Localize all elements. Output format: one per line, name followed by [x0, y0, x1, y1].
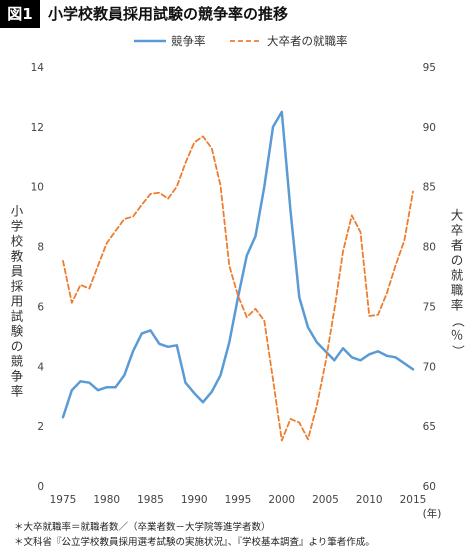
- x-axis-unit: (年): [423, 507, 442, 519]
- y-right-axis-title: 大: [451, 208, 464, 223]
- y-right-tick-label: 85: [423, 182, 436, 194]
- y-left-axis-title: 験: [11, 324, 24, 339]
- y-left-axis-title: 学: [11, 219, 24, 234]
- y-right-axis-title: ）: [451, 345, 466, 358]
- y-right-axis-title: の: [451, 253, 464, 268]
- x-tick-label: 2010: [356, 494, 383, 506]
- x-tick-label: 2015: [400, 494, 427, 506]
- y-right-tick-label: 80: [423, 242, 436, 254]
- y-right-tick-label: 75: [423, 301, 436, 313]
- y-right-axis-title: 率: [451, 298, 464, 313]
- y-left-axis-title: 争: [11, 369, 24, 384]
- line-chart: 0 2 4 6 8 10 12 14 60 65 70 75 80 85 90 95 1975 1980 1985 1…: [11, 34, 466, 519]
- y-left-tick-label: 12: [31, 122, 44, 134]
- footnote-source: ＊文科省『公立学校教員採用選考試験の実施状況』、『学校基本調査』より筆者作成。: [14, 537, 375, 548]
- series-line-employment-rate: [62, 135, 414, 442]
- y-left-axis-title: 員: [11, 264, 24, 279]
- legend-label-competition-rate: 競争率: [171, 34, 206, 48]
- x-tick-label: 1985: [137, 494, 164, 506]
- y-left-tick-label: 2: [37, 421, 44, 433]
- y-right-axis-title: 就: [451, 268, 464, 283]
- x-tick-label: 2000: [268, 494, 295, 506]
- y-right-axis-title: 職: [451, 283, 464, 298]
- y-left-axis-title: の: [11, 339, 24, 354]
- y-left-tick-label: 8: [37, 242, 44, 254]
- figure-badge: 図1: [0, 0, 40, 28]
- y-right-tick-label: 90: [423, 122, 436, 134]
- y-right-tick-label: 60: [423, 481, 436, 493]
- y-left-axis-title: 校: [11, 234, 24, 249]
- figure-title: 小学校教員採用試験の競争率の推移: [48, 5, 289, 23]
- y-right-axis-title: （: [451, 315, 466, 328]
- y-right-tick-label: 70: [423, 361, 436, 373]
- y-left-axis-title: 教: [11, 249, 24, 264]
- y-right-axis-title: ％: [451, 328, 464, 343]
- y-left-tick-label: 14: [31, 62, 45, 74]
- title-bar: 図1 小学校教員採用試験の競争率の推移: [0, 0, 475, 28]
- x-tick-label: 1975: [50, 494, 77, 506]
- x-tick-label: 1980: [93, 494, 120, 506]
- y-left-axis-title: 率: [11, 384, 24, 399]
- x-tick-label: 1990: [181, 494, 208, 506]
- y-left-axis-title: 試: [11, 309, 24, 324]
- y-left-tick-label: 6: [37, 301, 44, 313]
- y-left-axis-title: 競: [11, 354, 24, 369]
- x-tick-label: 1995: [225, 494, 252, 506]
- y-right-axis-title: 者: [451, 238, 464, 253]
- y-right-tick-label: 95: [423, 62, 436, 74]
- y-left-tick-label: 10: [31, 182, 44, 194]
- y-left-axis-title: 用: [11, 294, 24, 309]
- series-line-competition-rate: [61, 110, 415, 419]
- y-left-axis-title: 小: [11, 204, 24, 219]
- legend-label-employment-rate: 大卒者の就職率: [267, 34, 348, 48]
- y-right-tick-label: 65: [423, 421, 436, 433]
- y-left-tick-label: 0: [37, 481, 44, 493]
- x-tick-label: 2005: [312, 494, 339, 506]
- y-left-axis-title: 採: [11, 279, 24, 294]
- y-right-axis-title: 卒: [451, 223, 464, 238]
- footnote-definition: ＊大卒就職率＝就職者数／（卒業者数－大学院等進学者数）: [14, 522, 271, 533]
- y-left-tick-label: 4: [37, 361, 44, 373]
